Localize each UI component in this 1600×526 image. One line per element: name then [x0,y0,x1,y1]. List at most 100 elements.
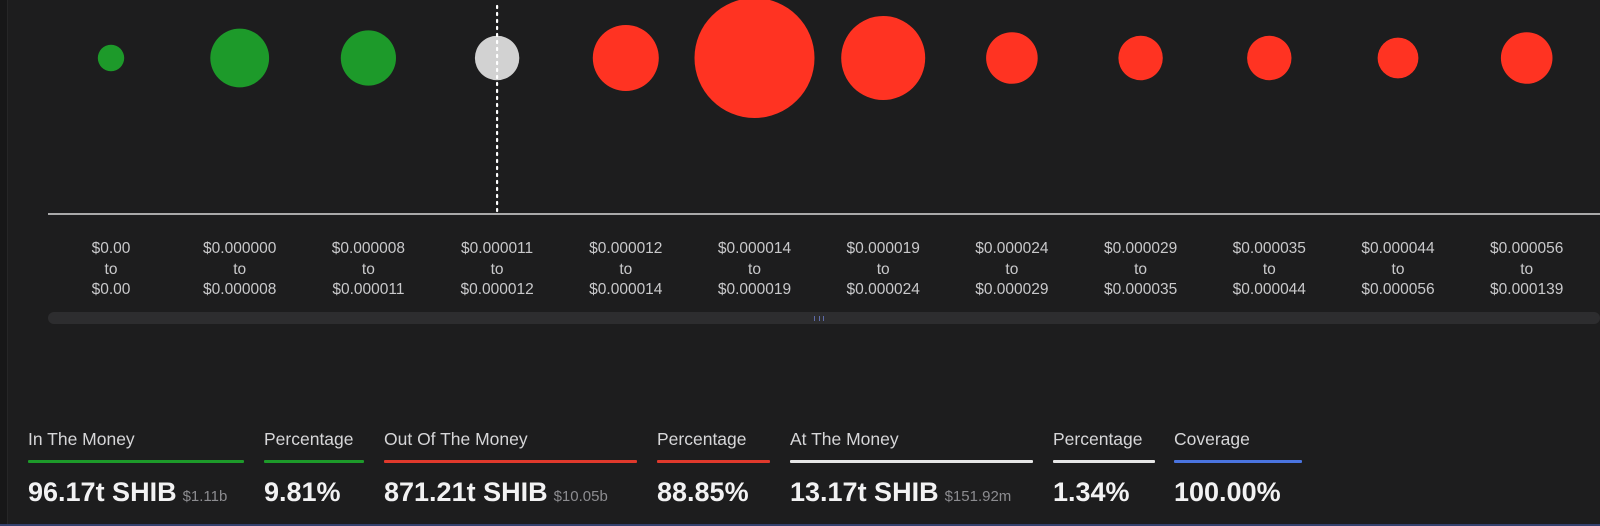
bucket-to: to [233,260,247,278]
bubble-out-the-money-11[interactable] [1500,32,1553,84]
bucket-range-to: $0.000024 [846,281,920,298]
stat-out-of-the-money: Out Of The Money 871.21t SHIB $10.05b [384,428,637,507]
bucket-to: to [1134,260,1148,278]
stat-usd-value: $10.05b [553,488,608,505]
bucket-to: to [490,260,504,278]
bucket-range-to: $0.000035 [1103,281,1178,298]
bucket-to: to [104,260,118,278]
stat-color-bar [790,460,1033,463]
bubble-out-the-money-4[interactable] [592,25,659,91]
bucket-label-10: $0.000044 to $0.000056 [1333,239,1463,301]
bucket-to: to [1005,260,1019,278]
bucket-range-from: $0.00 [91,240,131,257]
bucket-to: to [1520,260,1534,278]
left-edge-strip [0,0,8,526]
bucket-range-to: $0.00 [91,281,131,298]
bucket-range-from: $0.000012 [589,240,663,257]
stat-coverage: Coverage 100.00% [1174,428,1302,507]
stat-label: Coverage [1174,429,1250,449]
bucket-label-7: $0.000024 to $0.000029 [947,239,1077,301]
stat-color-bar [1053,460,1155,463]
bucket-label-2: $0.000008 to $0.000011 [303,239,433,301]
stat-out-percentage: Percentage 88.85% [657,428,770,507]
stat-label: Percentage [1053,429,1143,449]
stat-in-percentage: Percentage 9.81% [264,428,364,507]
bubble-out-the-money-9[interactable] [1247,35,1292,81]
stat-value: 88.85% [657,477,749,507]
bucket-label-0: $0.00 to $0.00 [46,239,176,301]
stat-color-bar [384,460,637,463]
stat-value: 13.17t SHIB [790,477,939,507]
stat-label: In The Money [28,429,135,449]
chart-scrollbar[interactable] [48,312,1600,324]
stat-label: Percentage [657,429,747,449]
bucket-label-5: $0.000014 to $0.000019 [690,239,820,301]
stat-value: 871.21t SHIB [384,477,548,507]
bucket-range-to: $0.000019 [717,281,792,298]
stat-label: At The Money [790,429,899,449]
bucket-to: to [619,260,633,278]
bucket-to: to [1262,260,1276,278]
stat-value: 100.00% [1174,477,1281,507]
bottom-divider [0,524,1600,526]
stat-label: Out Of The Money [384,429,528,449]
stat-in-the-money: In The Money 96.17t SHIB $1.11b [28,428,244,507]
stat-at-percentage: Percentage 1.34% [1053,428,1155,507]
bucket-to: to [748,260,761,278]
stat-color-bar [657,460,770,463]
stat-label: Percentage [264,429,354,449]
bucket-label-6: $0.000019 to $0.000024 [818,239,948,301]
bucket-range-from: $0.000044 [1361,240,1435,257]
stat-value-row: 9.81% [264,475,341,509]
stat-usd-value: $1.11b [182,488,228,505]
bubble-in-the-money-0[interactable] [97,44,125,72]
bucket-label-11: $0.000056 to $0.000139 [1462,239,1592,301]
stat-color-bar [264,460,364,463]
stat-color-bar [1174,460,1302,463]
scrollbar-grip-icon[interactable] [814,316,824,321]
bucket-range-to: $0.000056 [1361,281,1435,298]
stat-usd-value: $151.92m [944,488,1012,505]
bucket-to: to [1391,260,1405,278]
bucket-range-from: $0.000035 [1232,240,1306,257]
bucket-range-to: $0.000029 [975,281,1049,298]
bubble-out-the-money-5[interactable] [694,0,815,118]
stat-value-row: 871.21t SHIB $10.05b [384,475,608,514]
bubble-in-the-money-1[interactable] [210,28,270,88]
bubble-out-the-money-8[interactable] [1118,35,1163,81]
bucket-label-4: $0.000012 to $0.000014 [561,239,691,301]
bucket-range-from: $0.000008 [331,240,406,257]
bucket-label-8: $0.000029 to $0.000035 [1076,239,1206,301]
bubble-chart [48,0,1600,215]
bubble-out-the-money-6[interactable] [841,16,926,100]
stat-value-row: 96.17t SHIB $1.11b [28,475,227,514]
bucket-range-to: $0.000139 [1490,281,1564,298]
stat-value: 96.17t SHIB [28,477,177,507]
bucket-to: to [361,260,375,278]
bubble-out-the-money-10[interactable] [1377,37,1419,79]
bucket-range-to: $0.000044 [1232,281,1306,298]
bucket-range-from: $0.000024 [975,240,1049,257]
bucket-range-to: $0.000011 [332,281,405,298]
stat-at-the-money: At The Money 13.17t SHIB $151.92m [790,428,1033,507]
bucket-range-from: $0.000014 [717,240,792,257]
bucket-to: to [876,260,890,278]
stat-value-row: 13.17t SHIB $151.92m [790,475,1011,514]
bucket-label-1: $0.000000 to $0.000008 [175,239,305,301]
bubble-in-the-money-2[interactable] [340,30,396,86]
bucket-range-to: $0.000008 [203,281,277,298]
stat-value-row: 88.85% [657,475,749,509]
stat-color-bar [28,460,244,463]
stat-value-row: 100.00% [1174,475,1281,509]
bucket-range-from: $0.000056 [1490,240,1564,257]
stat-value-row: 1.34% [1053,475,1130,509]
bucket-range-from: $0.000019 [846,240,920,257]
bucket-range-from: $0.000000 [203,240,277,257]
bucket-label-3: $0.000011 to $0.000012 [432,239,562,301]
bubble-out-the-money-7[interactable] [986,32,1038,84]
stat-value: 1.34% [1053,477,1130,507]
stat-value: 9.81% [264,477,341,507]
bucket-range-to: $0.000014 [589,281,663,298]
bucket-label-9: $0.000035 to $0.000044 [1204,239,1334,301]
